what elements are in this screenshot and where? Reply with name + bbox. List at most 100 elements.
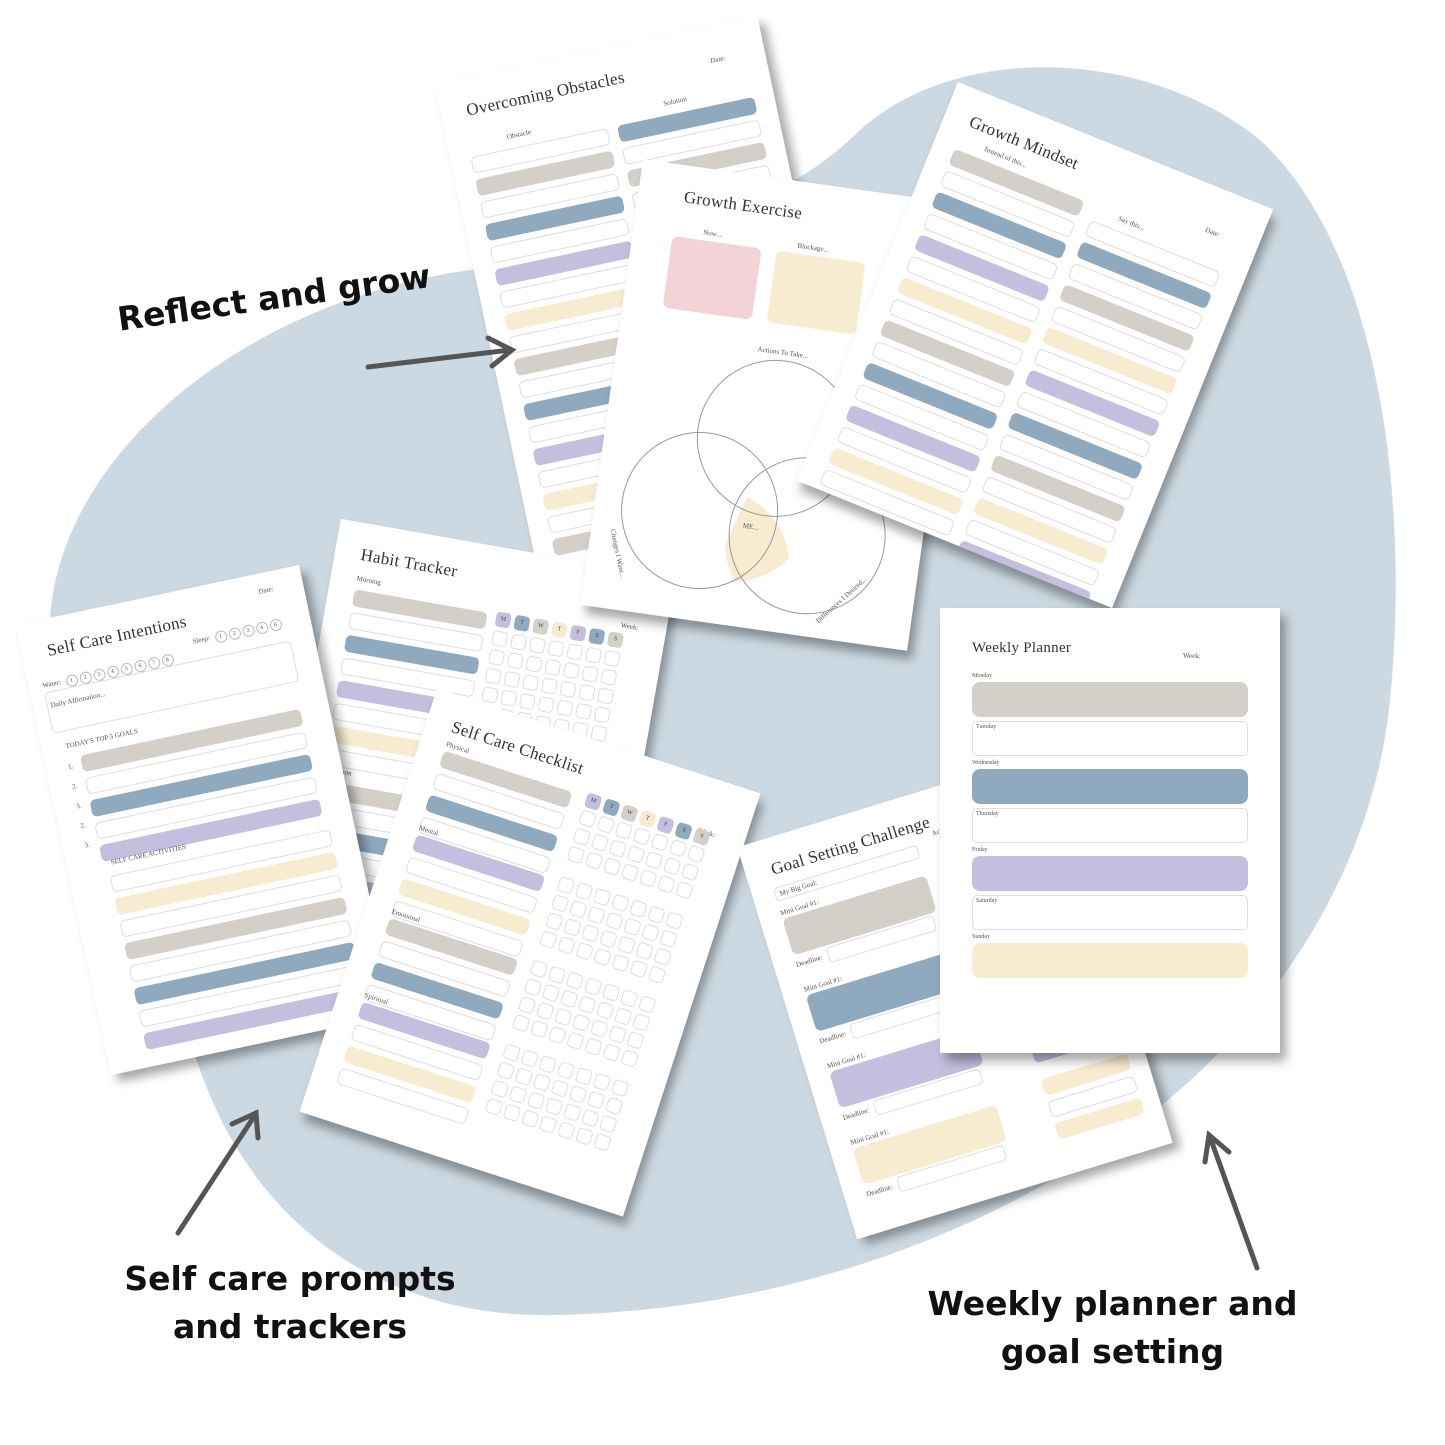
check-box[interactable] xyxy=(574,1066,594,1086)
check-box[interactable] xyxy=(604,911,624,931)
check-box[interactable] xyxy=(680,862,700,882)
check-box[interactable] xyxy=(514,1067,534,1087)
check-box[interactable] xyxy=(538,1115,558,1135)
tracker-bubble[interactable]: 2 xyxy=(227,626,242,641)
day-box[interactable]: Saturday xyxy=(972,895,1248,930)
check-box[interactable] xyxy=(568,1084,588,1104)
check-box[interactable] xyxy=(550,893,570,913)
check-box[interactable] xyxy=(571,1013,591,1033)
check-box[interactable] xyxy=(619,988,639,1008)
check-box[interactable] xyxy=(620,1049,640,1068)
check-box[interactable] xyxy=(562,1102,582,1122)
tracker-bubble[interactable]: 3 xyxy=(241,623,256,638)
check-box[interactable] xyxy=(562,661,581,680)
check-box[interactable] xyxy=(602,857,622,877)
check-box[interactable] xyxy=(559,680,577,699)
check-box[interactable] xyxy=(610,1078,630,1098)
check-box[interactable] xyxy=(590,833,610,853)
check-box[interactable] xyxy=(511,1013,531,1033)
check-box[interactable] xyxy=(638,868,658,888)
check-box[interactable] xyxy=(613,1007,633,1026)
check-box[interactable] xyxy=(629,959,649,979)
check-box[interactable] xyxy=(557,935,576,955)
check-box[interactable] xyxy=(568,899,588,919)
check-box[interactable] xyxy=(599,929,618,949)
check-box[interactable] xyxy=(499,689,518,707)
day-box[interactable] xyxy=(972,682,1248,717)
check-box[interactable] xyxy=(626,1030,645,1050)
day-box[interactable] xyxy=(972,769,1248,804)
check-box[interactable] xyxy=(595,1001,615,1021)
check-box[interactable] xyxy=(622,917,642,937)
check-box[interactable] xyxy=(481,686,499,704)
check-box[interactable] xyxy=(556,875,576,895)
check-box[interactable] xyxy=(603,649,621,668)
check-box[interactable] xyxy=(562,917,582,937)
check-box[interactable] xyxy=(537,696,555,714)
check-box[interactable] xyxy=(520,1109,540,1129)
check-box[interactable] xyxy=(674,880,694,900)
check-box[interactable] xyxy=(614,821,634,840)
check-box[interactable] xyxy=(503,670,521,689)
check-box[interactable] xyxy=(668,838,688,858)
check-box[interactable] xyxy=(592,1132,612,1152)
check-box[interactable] xyxy=(502,1043,522,1063)
check-box[interactable] xyxy=(608,839,628,859)
check-box[interactable] xyxy=(626,845,646,864)
check-box[interactable] xyxy=(602,1043,622,1063)
check-box[interactable] xyxy=(556,1060,576,1080)
tracker-bubble[interactable]: 1 xyxy=(213,629,228,644)
check-box[interactable] xyxy=(529,959,549,979)
check-box[interactable] xyxy=(525,655,543,673)
check-box[interactable] xyxy=(547,639,565,658)
check-box[interactable] xyxy=(641,923,660,943)
check-box[interactable] xyxy=(583,977,603,997)
check-box[interactable] xyxy=(566,643,584,661)
check-box[interactable] xyxy=(610,893,630,913)
check-box[interactable] xyxy=(540,677,559,695)
check-box[interactable] xyxy=(592,1072,612,1092)
check-box[interactable] xyxy=(589,1019,609,1039)
check-box[interactable] xyxy=(544,1097,564,1116)
check-box[interactable] xyxy=(592,887,612,907)
check-box[interactable] xyxy=(550,1078,570,1098)
check-box[interactable] xyxy=(544,658,562,677)
day-box[interactable]: Tuesday xyxy=(972,721,1248,756)
check-box[interactable] xyxy=(607,1025,627,1044)
check-box[interactable] xyxy=(574,1126,594,1146)
check-box[interactable] xyxy=(509,633,528,651)
check-box[interactable] xyxy=(574,702,593,721)
check-box[interactable] xyxy=(596,815,616,835)
check-box[interactable] xyxy=(574,881,594,901)
check-box[interactable] xyxy=(518,692,537,711)
check-box[interactable] xyxy=(604,1096,624,1116)
check-box[interactable] xyxy=(529,1019,549,1039)
check-box[interactable] xyxy=(484,667,502,685)
check-box[interactable] xyxy=(528,636,546,655)
check-box[interactable] xyxy=(535,1001,555,1021)
check-box[interactable] xyxy=(586,905,606,925)
check-box[interactable] xyxy=(631,1012,651,1032)
check-box[interactable] xyxy=(517,995,537,1015)
check-box[interactable] xyxy=(617,935,637,955)
check-box[interactable] xyxy=(508,1085,528,1105)
check-box[interactable] xyxy=(628,899,648,919)
check-box[interactable] xyxy=(565,971,585,991)
check-box[interactable] xyxy=(538,930,558,950)
check-box[interactable] xyxy=(598,1114,618,1134)
check-box[interactable] xyxy=(586,1090,606,1110)
check-box[interactable] xyxy=(580,923,600,943)
check-box[interactable] xyxy=(600,668,618,686)
check-box[interactable] xyxy=(526,1091,546,1111)
check-box[interactable] xyxy=(553,1007,573,1027)
check-box[interactable] xyxy=(593,706,611,724)
check-box[interactable] xyxy=(556,1120,576,1140)
check-box[interactable] xyxy=(584,646,603,664)
check-box[interactable] xyxy=(490,1079,510,1099)
check-box[interactable] xyxy=(532,1073,552,1092)
check-box[interactable] xyxy=(572,827,592,847)
check-box[interactable] xyxy=(650,832,670,852)
check-box[interactable] xyxy=(637,994,657,1014)
check-box[interactable] xyxy=(635,941,655,961)
tracker-bubble[interactable]: 4 xyxy=(254,620,270,636)
